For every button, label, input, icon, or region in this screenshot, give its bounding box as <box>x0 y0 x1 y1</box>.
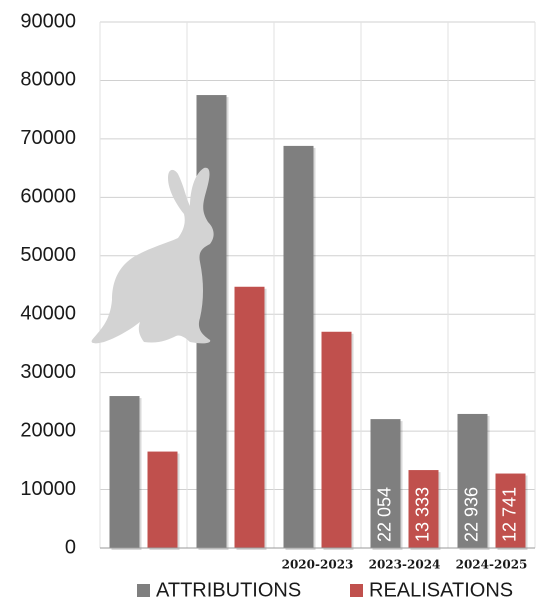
bar <box>457 413 488 548</box>
y-tick-label: 60000 <box>20 186 76 208</box>
bar <box>283 145 314 548</box>
y-tick-label: 40000 <box>20 303 76 325</box>
y-tick-label: 30000 <box>20 361 76 383</box>
bar <box>234 286 265 548</box>
bar <box>196 95 227 549</box>
x-tick-label: 2023-2024 <box>369 558 441 572</box>
y-tick-label: 20000 <box>20 419 76 441</box>
bar <box>495 473 526 548</box>
hare-shape <box>91 167 214 344</box>
value-label: 13 333 <box>412 487 432 542</box>
bar <box>109 396 140 548</box>
y-tick-label: 0 <box>65 536 76 558</box>
value-label: 22 936 <box>461 487 481 542</box>
y-tick-label: 10000 <box>20 478 76 500</box>
bar-layer: 22 054 13 333 22 936 12 741 <box>109 95 528 551</box>
y-tick-label: 90000 <box>20 10 76 32</box>
value-label: 12 741 <box>499 487 519 542</box>
hare-silhouette <box>91 167 214 344</box>
bar <box>147 451 178 548</box>
x-tick-label: 2024-2025 <box>456 558 528 572</box>
bar <box>321 331 352 548</box>
y-tick-label: 70000 <box>20 127 76 149</box>
y-tick-label: 80000 <box>20 69 76 91</box>
x-tick-label: 2020-2023 <box>282 558 354 572</box>
axes-layer: 0 10000 20000 30000 40000 50000 60000 70000 8000… <box>20 10 535 600</box>
y-tick-label: 50000 <box>20 244 76 266</box>
bar <box>408 470 439 548</box>
legend-swatch <box>137 584 150 597</box>
bar <box>370 419 401 548</box>
legend-swatch <box>350 584 363 597</box>
legend-label: REALISATIONS <box>369 579 513 600</box>
value-label: 22 054 <box>374 487 394 542</box>
legend-label: ATTRIBUTIONS <box>156 579 301 600</box>
